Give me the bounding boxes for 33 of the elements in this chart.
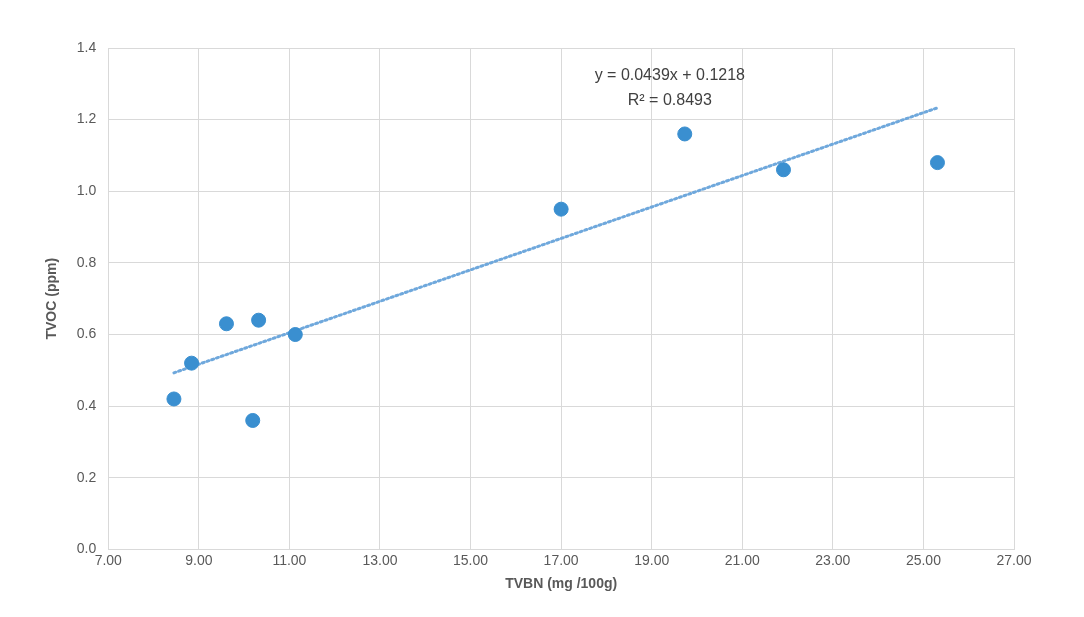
point	[929, 155, 945, 171]
annotation: R² = 0.8493	[627, 91, 712, 109]
x-tick-label: 15.00	[453, 551, 489, 568]
point	[775, 162, 791, 178]
y-tick-label: 1.2	[76, 110, 97, 127]
point	[245, 412, 261, 428]
y-tick-label: 1.4	[76, 38, 97, 55]
x-tick-label: 25.00	[905, 551, 942, 568]
point	[677, 126, 693, 142]
y-tick-label: 0.8	[76, 253, 97, 270]
x-tick-label: 13.00	[362, 551, 398, 568]
x-tick-label: 21.00	[724, 551, 760, 568]
x-tick-label: 17.00	[543, 551, 579, 568]
y-tick-label: 0.6	[76, 325, 97, 342]
point	[166, 391, 182, 407]
x-tick-label: 27.00	[996, 551, 1032, 568]
y-tick-label: 0.0	[76, 540, 97, 557]
x-tick-label: 23.00	[815, 551, 851, 568]
x-tick-label: 19.00	[634, 551, 670, 568]
point	[251, 312, 267, 328]
point	[184, 355, 200, 371]
y-tick-label: 0.4	[76, 397, 97, 413]
point	[218, 316, 234, 332]
point	[287, 327, 303, 343]
x-tick-label: 11.00	[272, 551, 307, 568]
point	[553, 201, 569, 217]
x-tick-label: 9.00	[185, 551, 213, 568]
x-tick-label: 7.00	[94, 551, 123, 568]
annotation: y = 0.0439x + 0.1218	[594, 66, 746, 84]
x-axis-title: TVBN (mg /100g)	[505, 575, 618, 592]
y-tick-label: 1.0	[76, 182, 97, 199]
y-axis-title: TVOC (ppm)	[43, 257, 60, 340]
y-tick-label: 0.2	[76, 468, 97, 485]
